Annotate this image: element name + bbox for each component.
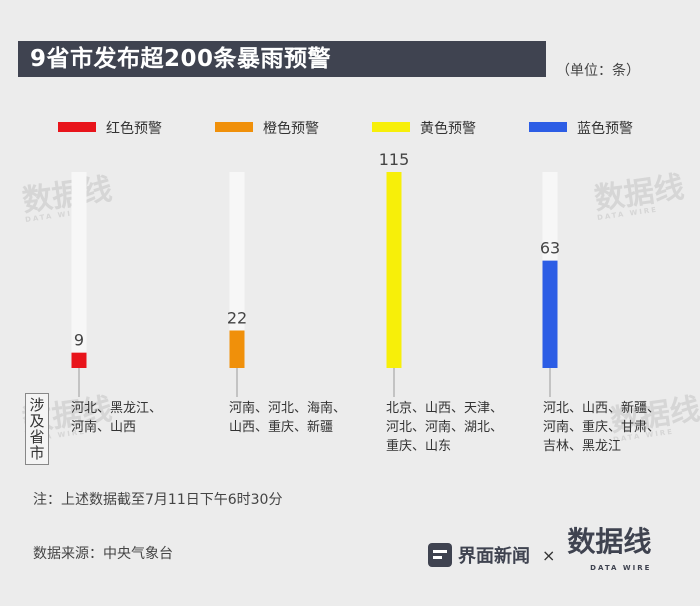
bar [542, 260, 558, 368]
bar [71, 352, 87, 368]
legend-label-blue: 蓝色预警 [577, 121, 633, 137]
legend-label-orange: 橙色预警 [263, 121, 319, 137]
data-label: 22 [227, 309, 247, 328]
legend-item-orange: 橙色预警 [215, 118, 355, 137]
brand-footer: 界面新闻 × 数据线 DATA WIRE [428, 528, 651, 572]
legend-swatch-blue [529, 122, 567, 132]
legend-item-yellow: 黄色预警 [372, 118, 512, 137]
bar [386, 172, 402, 368]
partner-sub: DATA WIRE [590, 564, 652, 572]
partner-name: 数据线 [567, 525, 652, 558]
data-label: 63 [540, 239, 560, 258]
bar [229, 330, 245, 368]
province-line: 河北、黑龙江、 [71, 401, 163, 416]
legend-item-red: 红色预警 [58, 118, 198, 137]
data-label: 9 [74, 331, 84, 350]
brand-name: 界面新闻 [458, 546, 530, 567]
province-list-red: 河北、黑龙江、 河南、山西 [71, 399, 162, 437]
legend-label-red: 红色预警 [106, 121, 162, 137]
unit-label: （单位：条） [556, 63, 640, 79]
side-label-provinces: 涉 及 省 市 [25, 393, 49, 465]
province-line: 河南、山西 [71, 420, 137, 435]
province-line: 吉林、黑龙江 [543, 439, 622, 454]
jiemian-logo-icon [428, 543, 452, 567]
province-line: 河南、重庆、甘肃、 [543, 420, 661, 435]
data-source: 数据来源：中央气象台 [33, 546, 173, 562]
legend-swatch-yellow [372, 122, 410, 132]
data-label: 115 [379, 150, 410, 169]
province-line: 河北、河南、湖北、 [386, 420, 504, 435]
legend-label-yellow: 黄色预警 [420, 121, 476, 137]
province-line: 山西、重庆、新疆 [229, 420, 334, 435]
side-label-char: 涉 [29, 396, 45, 414]
side-label-char: 及 [29, 412, 45, 430]
province-line: 重庆、山东 [386, 439, 452, 454]
brand-separator: × [542, 545, 556, 565]
bar-track [71, 172, 87, 368]
partner-logo: 数据线 DATA WIRE [567, 528, 652, 581]
side-label-char: 市 [29, 444, 45, 462]
legend-swatch-orange [215, 122, 253, 132]
province-line: 北京、山西、天津、 [386, 401, 504, 416]
bar-track [229, 172, 245, 368]
side-label-char: 省 [29, 428, 45, 446]
province-line: 河南、河北、海南、 [229, 401, 347, 416]
legend-swatch-red [58, 122, 96, 132]
legend-item-blue: 蓝色预警 [529, 118, 669, 137]
chart-title: 9省市发布超200条暴雨预警 [18, 41, 546, 77]
footnote: 注：上述数据截至7月11日下午6时30分 [33, 492, 283, 508]
province-list-orange: 河南、河北、海南、 山西、重庆、新疆 [229, 399, 346, 437]
province-list-yellow: 北京、山西、天津、 河北、河南、湖北、 重庆、山东 [386, 399, 503, 456]
province-list-blue: 河北、山西、新疆、 河南、重庆、甘肃、 吉林、黑龙江 [543, 399, 660, 456]
province-line: 河北、山西、新疆、 [543, 401, 661, 416]
